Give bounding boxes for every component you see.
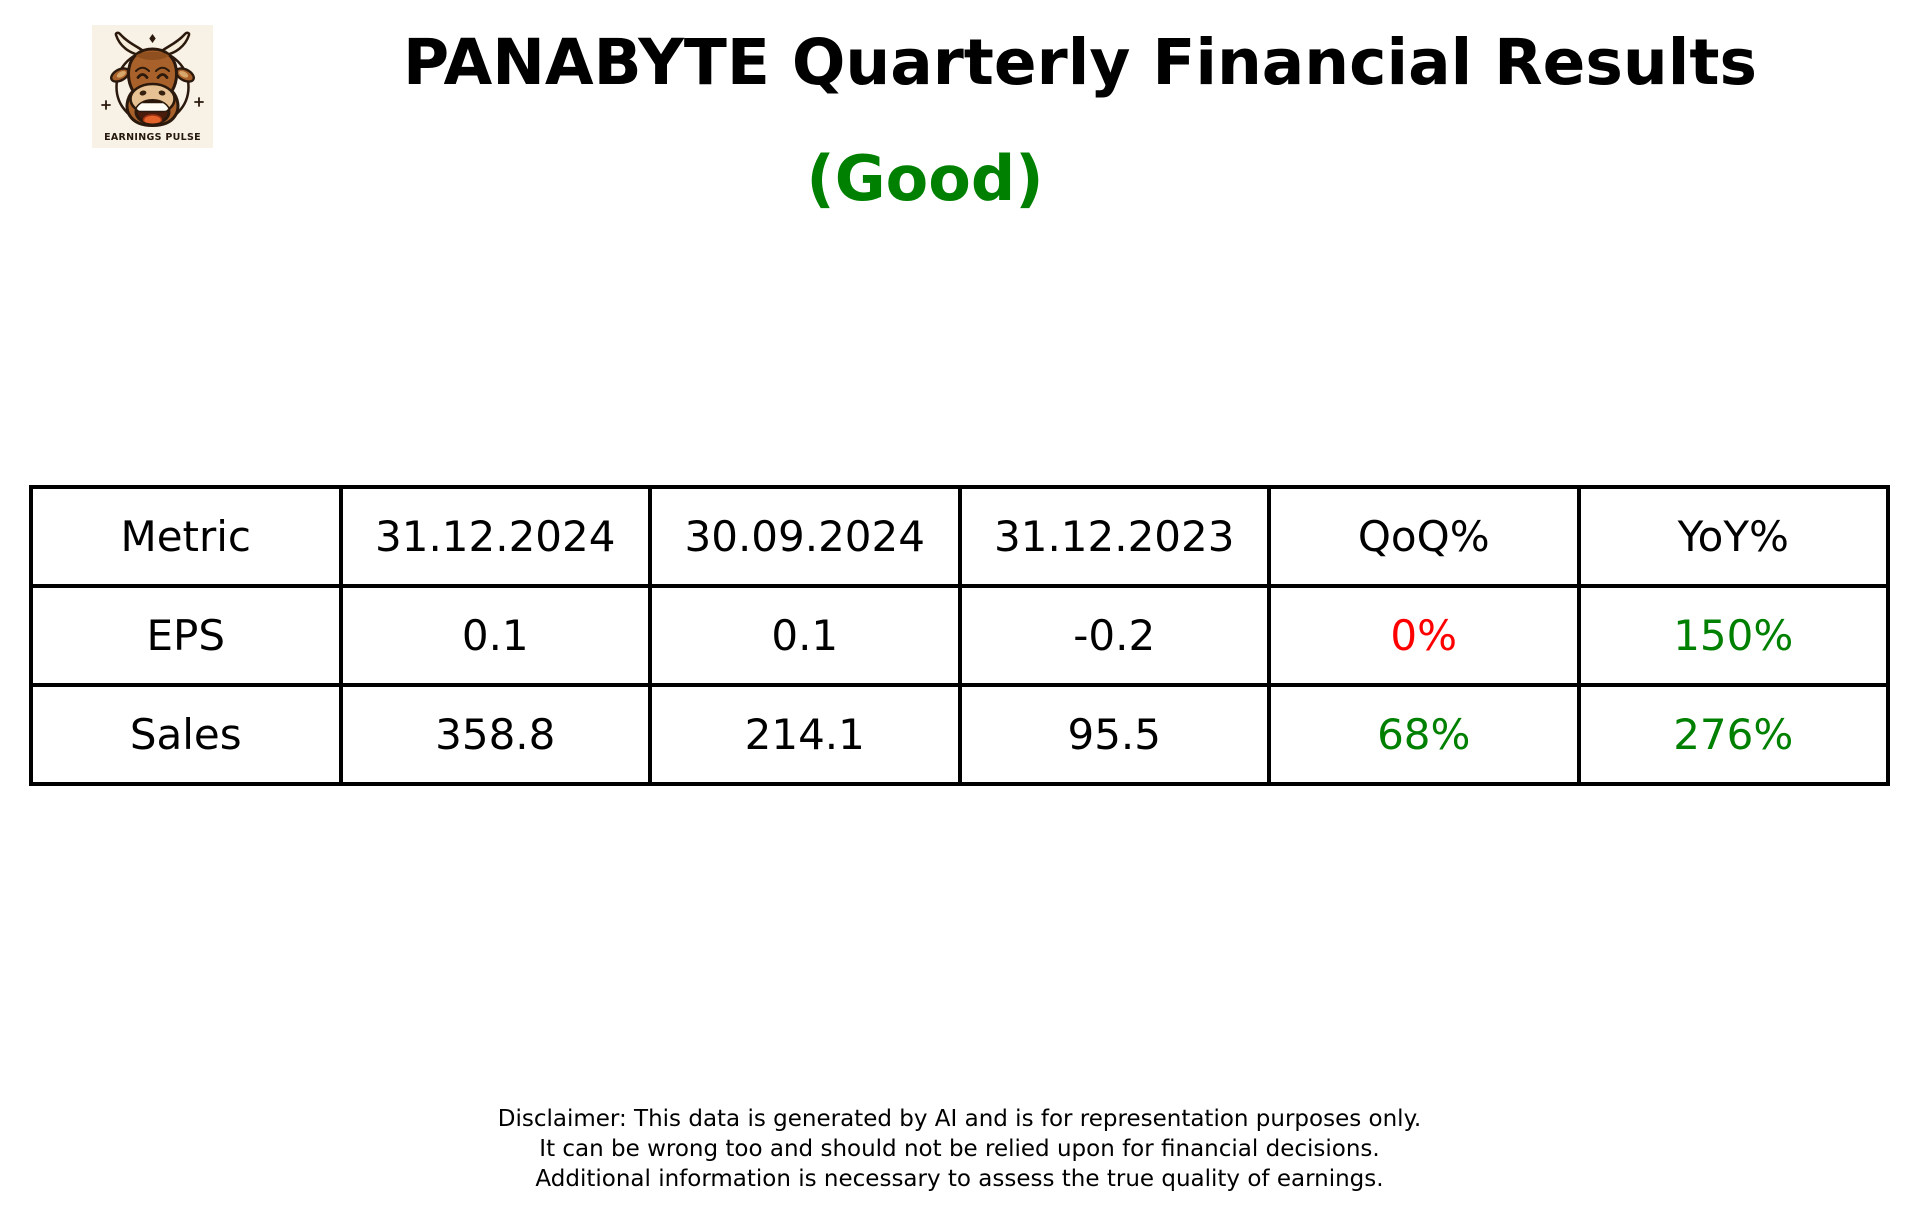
cell-sales-yoy: 276% [1576,683,1890,786]
cell-sales-prev-quarter: 214.1 [648,683,962,786]
brand-logo: EARNINGS PULSE [92,25,213,148]
sparkle-icon [149,34,156,43]
table-row-eps: EPS 0.1 0.1 -0.2 0% 150% [29,584,1890,687]
col-header-current-quarter: 31.12.2024 [338,485,652,588]
disclaimer-line: It can be wrong too and should not be re… [539,1136,1380,1162]
plus-sparkle-icon [194,97,204,107]
col-header-previous-quarter: 30.09.2024 [648,485,962,588]
brand-name: EARNINGS PULSE [104,132,201,143]
financial-results-table: Metric 31.12.2024 30.09.2024 31.12.2023 … [29,485,1890,786]
col-header-metric: Metric [29,485,343,588]
col-header-yoy: YoY% [1576,485,1890,588]
verdict-label: (Good) [806,142,1044,215]
disclaimer-line: Additional information is necessary to a… [535,1166,1384,1192]
disclaimer-line: Disclaimer: This data is generated by AI… [497,1106,1422,1132]
plus-sparkle-icon [101,100,111,110]
cell-eps-qoq: 0% [1267,584,1581,687]
cell-sales-current: 358.8 [338,683,652,786]
col-header-qoq: QoQ% [1267,485,1581,588]
cell-eps-current: 0.1 [338,584,652,687]
cell-eps-prev-quarter: 0.1 [648,584,962,687]
bull-logo-icon [101,31,204,127]
cell-sales-year-ago: 95.5 [957,683,1271,786]
col-header-year-ago-quarter: 31.12.2023 [957,485,1271,588]
cell-sales-qoq: 68% [1267,683,1581,786]
cell-sales-metric: Sales [29,683,343,786]
table-row-sales: Sales 358.8 214.1 95.5 68% 276% [29,683,1890,786]
page-title: PANABYTE Quarterly Financial Results [403,26,1757,99]
disclaimer: Disclaimer: This data is generated by AI… [0,1104,1919,1194]
header-row: Metric 31.12.2024 30.09.2024 31.12.2023 … [29,485,1890,588]
cell-eps-metric: EPS [29,584,343,687]
cell-eps-yoy: 150% [1576,584,1890,687]
cell-eps-year-ago: -0.2 [957,584,1271,687]
